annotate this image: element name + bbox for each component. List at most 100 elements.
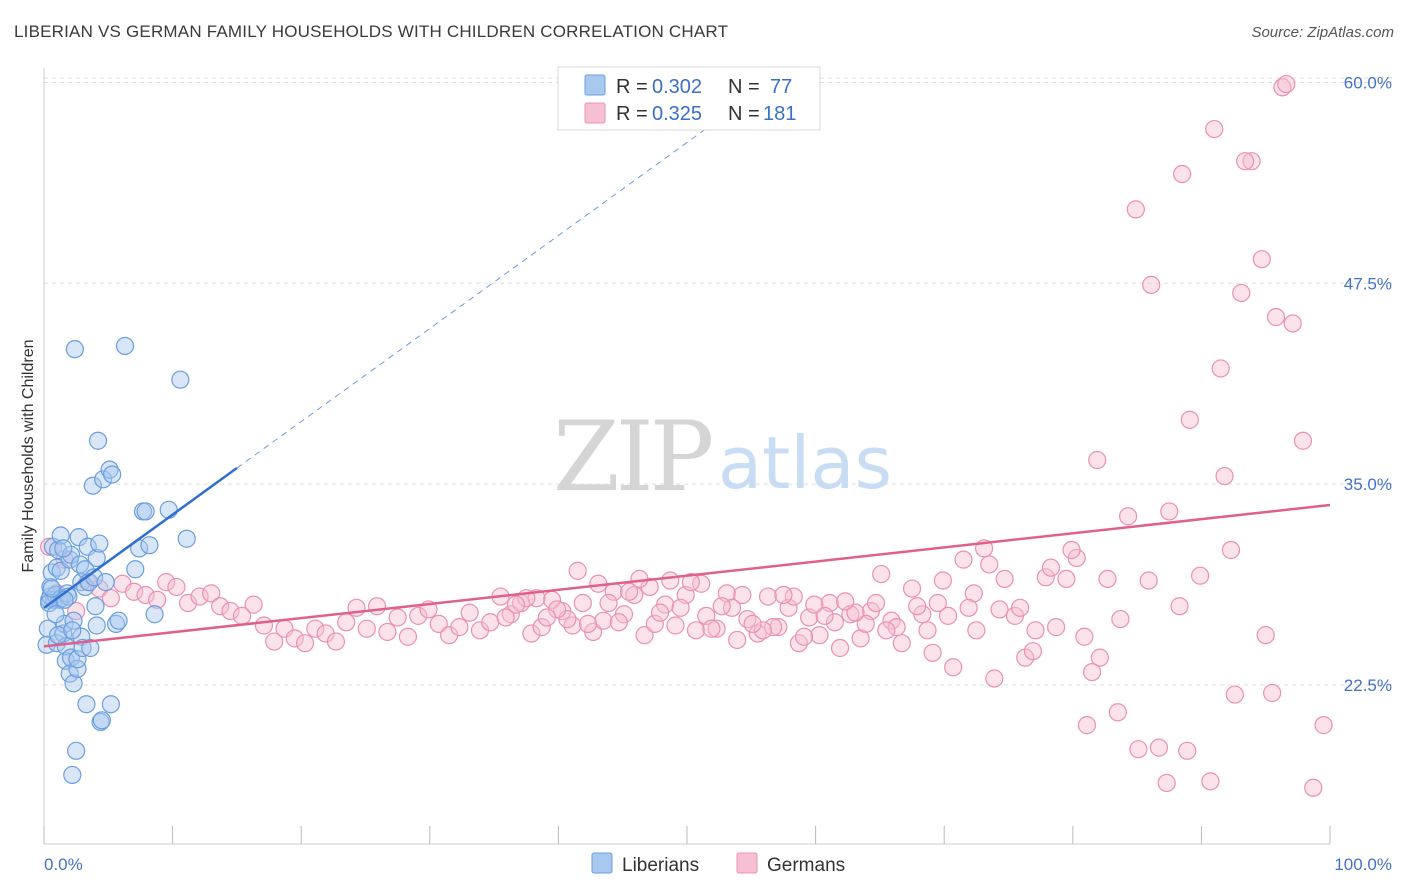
german-point (1090, 648, 1109, 667)
german-point (985, 669, 1004, 688)
german-point (1046, 618, 1066, 637)
liberian-point (83, 476, 102, 495)
liberian-point (126, 560, 145, 579)
german-point (1088, 450, 1107, 470)
german-point (1180, 410, 1199, 429)
german-point (846, 603, 865, 622)
watermark: ZIP atlas (553, 401, 892, 513)
german-point (306, 619, 325, 638)
german-point (1023, 642, 1043, 661)
x-tick-label-1: 100.0% (1334, 855, 1392, 874)
german-point (702, 619, 721, 638)
german-point (645, 614, 664, 633)
german-point (1149, 738, 1169, 757)
german-point (409, 606, 428, 625)
german-point (1266, 307, 1286, 327)
german-point (326, 632, 346, 651)
german-point (856, 614, 875, 633)
liberian-point (63, 765, 82, 785)
y-tick-labels: 22.5% 35.0% 47.5% 60.0% (1344, 73, 1392, 694)
liberian-point (88, 431, 108, 450)
german-point (830, 638, 850, 658)
bottom-legend-label-liberians: Liberians (622, 855, 699, 876)
legend-r-label-germans: R = (616, 103, 648, 125)
german-point (887, 618, 906, 637)
german-point (1160, 502, 1179, 521)
liberian-point (106, 614, 126, 633)
german-point (753, 621, 772, 640)
legend-box: R = 0.302 N = 77 R = 0.325 N = 181 (557, 66, 821, 131)
german-point (599, 593, 618, 613)
german-point (1041, 558, 1061, 577)
german-point (211, 597, 230, 616)
german-point (1191, 566, 1210, 585)
german-point (1201, 772, 1220, 791)
german-point (244, 595, 263, 614)
german-point (101, 589, 120, 608)
liberian-point (94, 470, 113, 489)
german-point (460, 603, 479, 622)
y-tick-label-2: 47.5% (1344, 274, 1392, 293)
german-point (764, 618, 783, 637)
liberian-point (68, 659, 87, 678)
trend-lines (43, 114, 1331, 648)
german-point (681, 573, 700, 592)
liberian-point (64, 611, 83, 630)
german-point (1170, 597, 1189, 616)
german-point (357, 619, 376, 638)
german-point (1118, 507, 1138, 526)
german-point (573, 593, 592, 613)
y-axis-title: Family Households with Children (20, 340, 37, 573)
x-tick-labels: 0.0% 100.0% (44, 855, 1392, 874)
german-point (367, 597, 387, 616)
german-point (995, 569, 1014, 589)
y-tick-label-1: 35.0% (1344, 475, 1392, 494)
german-point (1277, 74, 1296, 94)
german-point (805, 595, 824, 614)
bottom-legend-swatch-liberians (591, 852, 613, 874)
liberian-point (64, 674, 83, 693)
german-point (815, 606, 834, 625)
german-point (1062, 540, 1081, 560)
german-point (429, 614, 448, 633)
german-point (1111, 609, 1130, 629)
german-point (877, 621, 896, 640)
liberian-point (109, 611, 128, 630)
liberian-point (87, 548, 106, 568)
german-point (923, 643, 942, 662)
liberian-point (65, 340, 84, 359)
german-point (686, 621, 706, 640)
liberian-point (140, 536, 159, 555)
german-point (825, 613, 844, 632)
german-point (918, 621, 937, 640)
german-point (733, 585, 752, 605)
watermark-zip: ZIP (553, 401, 712, 513)
german-point (1252, 250, 1271, 269)
german-point (1036, 568, 1055, 587)
liberian-point (103, 465, 122, 484)
german-point (908, 597, 927, 616)
german-point (810, 626, 829, 645)
german-point (501, 605, 520, 624)
german-point (1263, 683, 1282, 703)
german-point (496, 608, 515, 627)
german-point (1293, 431, 1313, 450)
german-point (872, 564, 891, 584)
liberian-point (92, 711, 111, 730)
german-point (568, 561, 587, 580)
german-point (1283, 314, 1302, 333)
legend-n-value-germans: 181 (763, 103, 796, 125)
german-point (1225, 685, 1244, 704)
german-point (1139, 571, 1158, 590)
german-point (635, 626, 654, 645)
german-point (1242, 152, 1261, 171)
liberian-point (171, 370, 190, 389)
german-point (707, 619, 726, 638)
german-point (902, 579, 922, 598)
german-point (578, 614, 598, 633)
german-point (1108, 703, 1127, 722)
german-point (178, 593, 198, 613)
german-point (954, 550, 973, 569)
liberian-point (101, 695, 120, 714)
german-point (594, 611, 613, 630)
